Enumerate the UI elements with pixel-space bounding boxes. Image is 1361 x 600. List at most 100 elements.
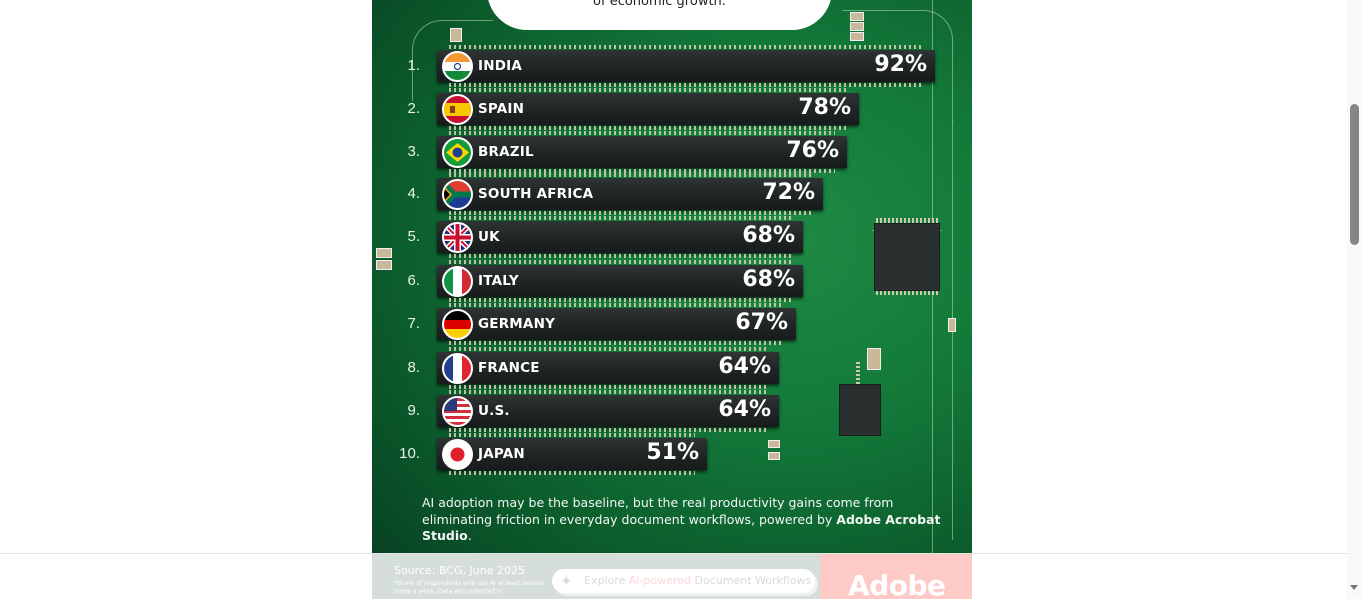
bar-pins xyxy=(449,83,923,87)
chart-row: 6. ITALY 68% xyxy=(372,260,972,302)
smd-component xyxy=(850,32,864,41)
rank-label: 7. xyxy=(407,315,420,332)
country-label: FRANCE xyxy=(478,360,540,376)
bar-uk: UK 68% xyxy=(437,216,803,258)
smd-component xyxy=(850,22,864,31)
circuit-trace xyxy=(842,10,953,121)
chart-row: 5. UK 68% xyxy=(372,216,972,258)
country-label: U.S. xyxy=(478,403,510,419)
value-label: 76% xyxy=(786,138,839,163)
bar-pins xyxy=(449,428,767,432)
france-flag-icon xyxy=(442,353,473,384)
bar-germany: GERMANY 67% xyxy=(437,303,796,345)
bar-pins xyxy=(449,303,784,307)
scroll-down-arrow-icon[interactable] xyxy=(1350,585,1358,590)
bar-pins xyxy=(449,88,847,92)
value-label: 68% xyxy=(742,223,795,248)
chart-row: 9. U.S. 64% xyxy=(372,390,972,432)
rank-label: 8. xyxy=(407,359,420,376)
smd-component xyxy=(768,440,780,448)
rank-label: 6. xyxy=(407,272,420,289)
value-label: 68% xyxy=(742,267,795,292)
chart-row: 7. GERMANY 67% xyxy=(372,303,972,345)
bar-pins xyxy=(449,131,835,135)
smd-component xyxy=(376,260,392,270)
smd-component xyxy=(450,28,462,42)
chart-row: 3. BRAZIL 76% xyxy=(372,131,972,173)
country-label: ITALY xyxy=(478,273,519,289)
chart-row: 4. SOUTH AFRICA 72% xyxy=(372,173,972,215)
value-label: 51% xyxy=(646,440,699,465)
india-flag-icon xyxy=(442,51,473,82)
bar-pins xyxy=(449,211,811,215)
country-label: SPAIN xyxy=(478,101,525,117)
circuit-trace xyxy=(412,20,493,101)
rank-label: 9. xyxy=(407,402,420,419)
country-label: UK xyxy=(478,229,500,245)
rank-label: 4. xyxy=(407,185,420,202)
uk-flag-icon xyxy=(442,222,473,253)
vertical-scrollbar[interactable] xyxy=(1347,0,1361,599)
smd-component xyxy=(376,248,392,258)
bar-south-africa: SOUTH AFRICA 72% xyxy=(437,173,823,215)
bar-pins xyxy=(449,126,847,130)
smd-component xyxy=(768,452,780,460)
caption: AI adoption may be the baseline, but the… xyxy=(422,495,952,545)
bar-italy: ITALY 68% xyxy=(437,260,803,302)
value-label: 64% xyxy=(718,397,771,422)
country-label: INDIA xyxy=(478,58,522,74)
smd-component xyxy=(850,12,864,21)
microcontroller-chip xyxy=(874,223,940,291)
header-subtitle: of economic growth. xyxy=(593,0,726,9)
bar-pins xyxy=(449,347,767,351)
bar-pins xyxy=(449,298,791,302)
caption-brand: Adobe Acrobat Studio xyxy=(422,511,941,544)
chart-row: 2. SPAIN 78% xyxy=(372,88,972,130)
header-card: of economic growth. xyxy=(487,0,832,30)
caption-end: . xyxy=(467,528,472,543)
bar-france: FRANCE 64% xyxy=(437,347,779,389)
bottom-overlay xyxy=(0,553,1347,600)
bar-india: INDIA 92% xyxy=(437,45,935,87)
bar-pins xyxy=(449,216,791,220)
smd-component xyxy=(948,318,956,332)
spain-flag-icon xyxy=(442,94,473,125)
bar-pins xyxy=(449,173,811,177)
country-label: BRAZIL xyxy=(478,144,534,160)
bar-japan: JAPAN 51% xyxy=(437,433,707,475)
bar-pins xyxy=(449,169,835,173)
rank-label: 10. xyxy=(399,445,420,462)
bar-pins xyxy=(449,341,784,345)
south-africa-flag-icon xyxy=(442,179,473,210)
country-label: JAPAN xyxy=(478,446,525,462)
value-label: 78% xyxy=(798,95,851,120)
rank-label: 3. xyxy=(407,143,420,160)
chart-row: 8. FRANCE 64% xyxy=(372,347,972,389)
smd-component xyxy=(867,348,881,370)
italy-flag-icon xyxy=(442,266,473,297)
bar-pins xyxy=(449,260,791,264)
rank-label: 1. xyxy=(407,57,420,74)
scrollbar-thumb[interactable] xyxy=(1350,104,1359,245)
rank-label: 2. xyxy=(407,100,420,117)
bar-pins xyxy=(449,390,767,394)
value-label: 64% xyxy=(718,354,771,379)
bar-us: U.S. 64% xyxy=(437,390,779,432)
bar-pins xyxy=(449,254,791,258)
rank-label: 5. xyxy=(407,228,420,245)
brazil-flag-icon xyxy=(442,137,473,168)
bar-pins xyxy=(449,433,695,437)
japan-flag-icon xyxy=(442,439,473,470)
chip-pins xyxy=(876,218,938,223)
small-chip xyxy=(839,384,881,436)
country-label: SOUTH AFRICA xyxy=(478,186,594,202)
us-flag-icon xyxy=(442,396,473,427)
chip-pins xyxy=(876,290,938,295)
bar-pins xyxy=(449,385,767,389)
infographic: of economic growth. 1. I xyxy=(372,0,972,599)
country-label: GERMANY xyxy=(478,316,556,332)
value-label: 67% xyxy=(735,310,788,335)
caption-text: AI adoption may be the baseline, but the… xyxy=(422,495,894,527)
bar-brazil: BRAZIL 76% xyxy=(437,131,847,173)
